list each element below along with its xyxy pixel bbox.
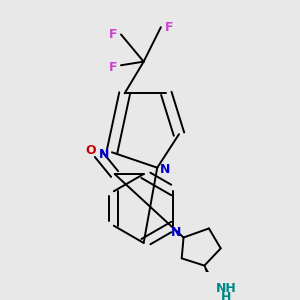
Text: O: O [86, 144, 96, 157]
Text: F: F [109, 61, 117, 74]
Text: F: F [109, 28, 117, 41]
Text: N: N [99, 148, 109, 160]
Text: F: F [165, 21, 173, 34]
Text: H: H [221, 291, 231, 300]
Polygon shape [204, 266, 215, 286]
Text: N: N [171, 226, 181, 238]
Text: N: N [160, 163, 171, 176]
Text: NH: NH [216, 282, 236, 295]
